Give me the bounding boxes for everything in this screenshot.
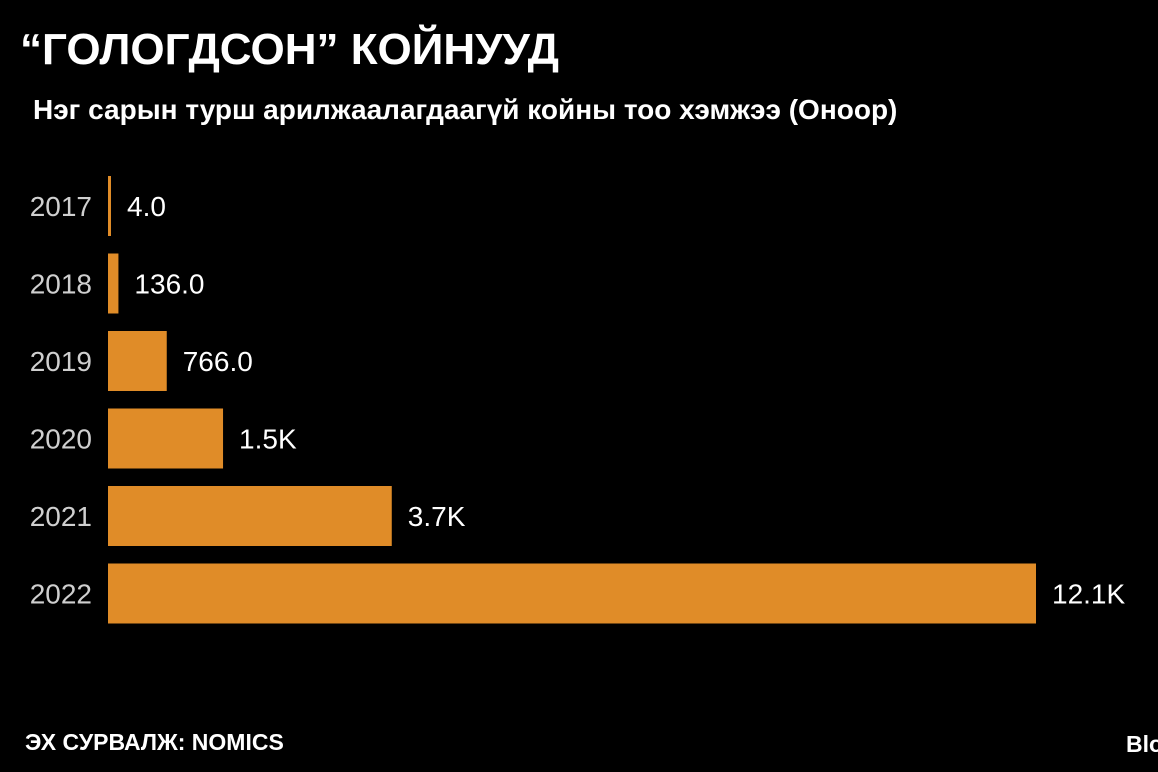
data-label: 1.5K <box>239 424 297 455</box>
bar-2017 <box>108 176 111 236</box>
y-tick-label: 2018 <box>30 269 92 300</box>
bar-2020 <box>108 408 224 469</box>
chart-title: “ГОЛОГДСОН” КОЙНУУД <box>20 25 560 74</box>
source-note: ЭХ СУРВАЛЖ: NOMICS <box>25 729 284 755</box>
chart-subtitle: Нэг сарын турш арилжаалагдаагүй койны то… <box>33 94 898 125</box>
data-label: 12.1K <box>1052 579 1125 610</box>
y-tick-label: 2017 <box>30 191 92 222</box>
bar-2018 <box>108 253 119 314</box>
data-label: 136.0 <box>134 269 204 300</box>
bar-2022 <box>108 563 1036 624</box>
y-tick-label: 2019 <box>30 346 92 377</box>
data-label: 766.0 <box>183 346 253 377</box>
y-tick-label: 2021 <box>30 501 92 532</box>
y-tick-label: 2022 <box>30 579 92 610</box>
data-label: 3.7K <box>408 501 466 532</box>
brand-logo-text: Bloomberg <box>1126 733 1158 756</box>
y-tick-label: 2020 <box>30 424 92 455</box>
bar-2019 <box>108 331 167 391</box>
data-label: 4.0 <box>127 191 166 222</box>
bar-2021 <box>108 486 392 546</box>
